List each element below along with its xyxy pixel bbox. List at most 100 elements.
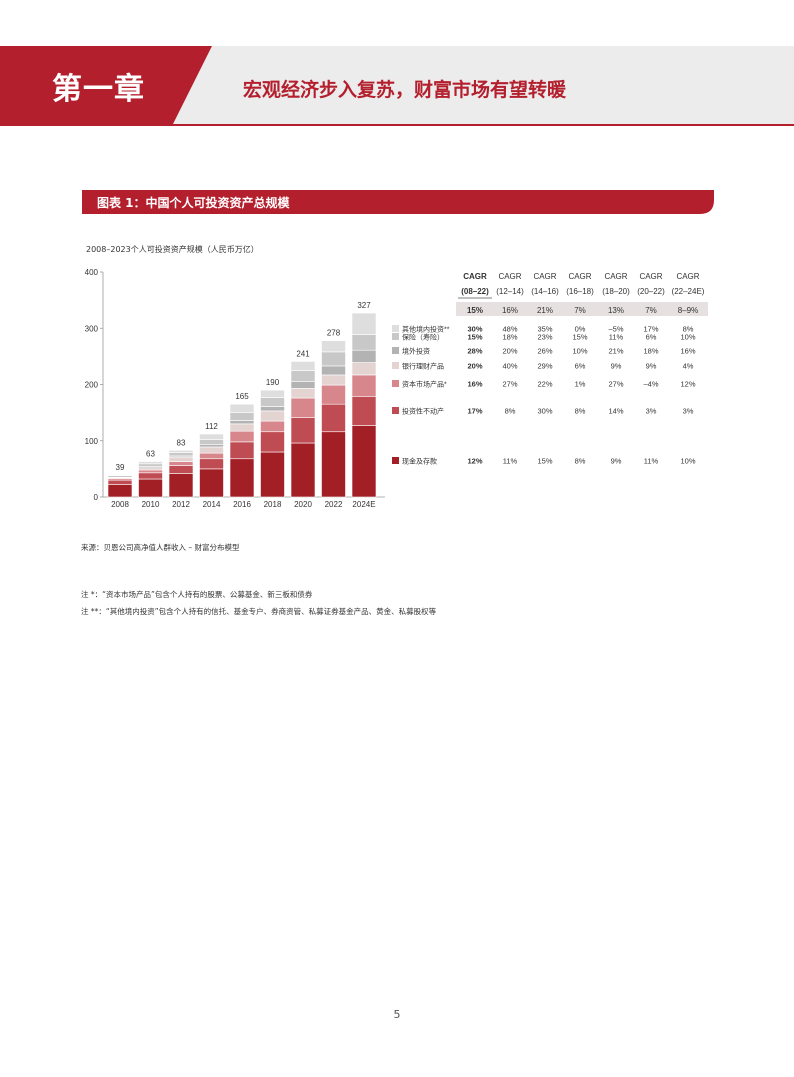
- cagr-value: 20%: [502, 347, 517, 356]
- bar-segment: [351, 312, 377, 335]
- cagr-header: CAGR: [463, 272, 487, 281]
- legend-swatch: [392, 457, 399, 464]
- cagr-value: 8%: [575, 407, 586, 416]
- cagr-value: 8%: [505, 407, 516, 416]
- x-tick-label: 2008: [111, 500, 129, 509]
- cagr-value: 4%: [683, 362, 694, 371]
- bar-segment: [321, 365, 346, 376]
- x-tick-label: 2024E: [352, 500, 375, 509]
- cagr-total-value: 7%: [645, 306, 657, 315]
- cagr-value: 26%: [537, 347, 552, 356]
- x-tick-label: 2014: [203, 500, 221, 509]
- bar-segment: [107, 479, 133, 485]
- cagr-header: CAGR: [676, 272, 699, 281]
- cagr-value: 11%: [644, 457, 659, 466]
- bar-segment: [168, 452, 194, 457]
- bar-segment: [321, 374, 346, 386]
- bar-segment: [107, 484, 133, 498]
- cagr-value: –5%: [608, 325, 623, 334]
- bar-segment: [290, 361, 316, 371]
- cagr-value: 9%: [611, 362, 622, 371]
- legend-swatch: [392, 325, 399, 332]
- y-tick-label: 300: [85, 324, 99, 333]
- cagr-period: (18–20): [602, 287, 630, 296]
- bar-segment: [260, 420, 285, 433]
- cagr-value: 18%: [502, 333, 517, 342]
- bar-segment: [168, 456, 194, 462]
- cagr-period: (12–14): [496, 287, 524, 296]
- cagr-value: 17%: [643, 325, 658, 334]
- cagr-value: 22%: [537, 380, 552, 389]
- bar-segment: [138, 467, 163, 471]
- legend-label: 投资性不动产: [402, 407, 444, 416]
- bar-segment: [229, 441, 255, 460]
- legend-swatch: [392, 407, 399, 414]
- bar-segment: [290, 417, 316, 444]
- x-tick-label: 2010: [142, 500, 160, 509]
- bar-segment: [168, 461, 194, 466]
- bar-segment: [321, 340, 346, 353]
- bar-segment: [229, 423, 255, 432]
- bar-segment: [168, 450, 194, 453]
- bar-segment: [229, 403, 255, 413]
- cagr-header: CAGR: [604, 272, 627, 281]
- legend-label: 银行理财产品: [402, 362, 444, 371]
- legend-swatch: [392, 333, 399, 340]
- source-note: 来源：贝恩公司高净值人群收入 – 财富分布模型: [81, 543, 240, 552]
- cagr-total-row-background: [456, 302, 708, 316]
- cagr-header: CAGR: [639, 272, 662, 281]
- y-tick-label: 400: [85, 268, 99, 277]
- cagr-value: 8%: [575, 457, 586, 466]
- bar-segment: [229, 412, 255, 421]
- bar-segment: [351, 349, 377, 363]
- cagr-value: 15%: [537, 457, 552, 466]
- figure-title-banner: [82, 190, 714, 214]
- cagr-total-value: 8–9%: [678, 306, 698, 315]
- cagr-table: CAGR (08–22) CAGR (12–14) CAGR (14–16) CAGR (16…: [392, 272, 708, 466]
- y-tick-label: 100: [85, 437, 99, 446]
- cagr-value: 40%: [502, 362, 517, 371]
- cagr-value: 6%: [575, 362, 586, 371]
- bar-segment: [107, 474, 133, 476]
- bar-segment: [351, 374, 377, 397]
- cagr-value: 0%: [575, 325, 586, 334]
- bar-segment: [229, 458, 255, 498]
- bar-segment: [199, 452, 224, 460]
- cagr-header: CAGR: [498, 272, 521, 281]
- bar-segment: [260, 406, 285, 412]
- x-tick-label: 2016: [233, 500, 251, 509]
- bar-segment: [199, 458, 224, 470]
- bar-segment: [260, 451, 285, 498]
- bar-total-label: 112: [205, 422, 218, 431]
- bar-segment: [199, 446, 224, 454]
- cagr-value: 6%: [646, 333, 657, 342]
- cagr-value: 23%: [537, 333, 552, 342]
- bar-segment: [138, 472, 163, 480]
- cagr-total-value: 15%: [467, 306, 483, 315]
- cagr-value: 35%: [537, 325, 552, 334]
- cagr-value: 15%: [467, 333, 482, 342]
- legend-swatch: [392, 347, 399, 354]
- bar-total-label: 190: [266, 378, 280, 387]
- cagr-value: 12%: [467, 457, 482, 466]
- chapter-subtitle: 宏观经济步入复苏，财富市场有望转暖: [243, 79, 567, 101]
- cagr-value: 12%: [680, 380, 695, 389]
- cagr-value: 15%: [572, 333, 587, 342]
- bar-segment: [351, 362, 377, 376]
- cagr-period: (16–18): [566, 287, 594, 296]
- cagr-value: 9%: [646, 362, 657, 371]
- chapter-header: 第一章 宏观经济步入复苏，财富市场有望转暖: [0, 46, 794, 126]
- cagr-value: 10%: [680, 457, 695, 466]
- stacked-bar-chart: 0 100 200 300 400 39 2008 63 2010 83 2012 112 2014 16…: [85, 268, 385, 509]
- cagr-value: 27%: [608, 380, 623, 389]
- cagr-value: 1%: [575, 380, 586, 389]
- bar-segment: [168, 465, 194, 474]
- cagr-value: 29%: [537, 362, 552, 371]
- bar-segment: [199, 433, 224, 440]
- bar-segment: [351, 396, 377, 426]
- legend-label: 现金及存款: [402, 457, 437, 466]
- bar-segment: [321, 403, 346, 433]
- bar-total-label: 278: [327, 329, 341, 338]
- cagr-value: 48%: [502, 325, 517, 334]
- x-tick-label: 2020: [294, 500, 312, 509]
